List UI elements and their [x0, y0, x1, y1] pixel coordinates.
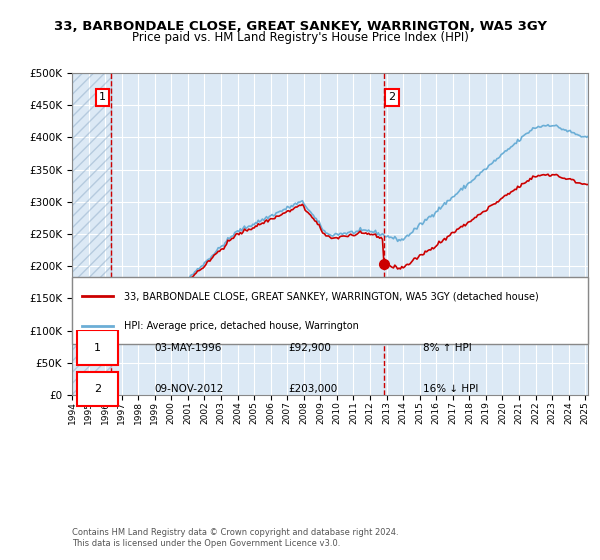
Text: 03-MAY-1996: 03-MAY-1996: [155, 343, 222, 353]
Text: 2: 2: [94, 384, 101, 394]
Text: 8% ↑ HPI: 8% ↑ HPI: [423, 343, 472, 353]
Text: HPI: Average price, detached house, Warrington: HPI: Average price, detached house, Warr…: [124, 320, 358, 330]
Text: 1: 1: [99, 92, 106, 102]
Bar: [72, 73, 110, 395]
Text: £203,000: £203,000: [289, 384, 338, 394]
FancyBboxPatch shape: [77, 372, 118, 407]
Text: Price paid vs. HM Land Registry's House Price Index (HPI): Price paid vs. HM Land Registry's House …: [131, 31, 469, 44]
Line: 33, BARBONDALE CLOSE, GREAT SANKEY, WARRINGTON, WA5 3GY (detached house): 33, BARBONDALE CLOSE, GREAT SANKEY, WARR…: [72, 174, 588, 341]
Text: 33, BARBONDALE CLOSE, GREAT SANKEY, WARRINGTON, WA5 3GY: 33, BARBONDALE CLOSE, GREAT SANKEY, WARR…: [53, 20, 547, 32]
Text: £92,900: £92,900: [289, 343, 332, 353]
FancyBboxPatch shape: [77, 330, 118, 365]
Text: Contains HM Land Registry data © Crown copyright and database right 2024.
This d: Contains HM Land Registry data © Crown c…: [72, 528, 398, 548]
Text: 09-NOV-2012: 09-NOV-2012: [155, 384, 224, 394]
Text: 33, BARBONDALE CLOSE, GREAT SANKEY, WARRINGTON, WA5 3GY (detached house): 33, BARBONDALE CLOSE, GREAT SANKEY, WARR…: [124, 291, 538, 301]
FancyBboxPatch shape: [72, 277, 588, 344]
Bar: [72, 73, 110, 395]
Text: 2: 2: [388, 92, 395, 102]
Text: 1: 1: [94, 343, 101, 353]
Text: 16% ↓ HPI: 16% ↓ HPI: [423, 384, 478, 394]
Line: HPI: Average price, detached house, Warrington: HPI: Average price, detached house, Warr…: [72, 125, 588, 340]
